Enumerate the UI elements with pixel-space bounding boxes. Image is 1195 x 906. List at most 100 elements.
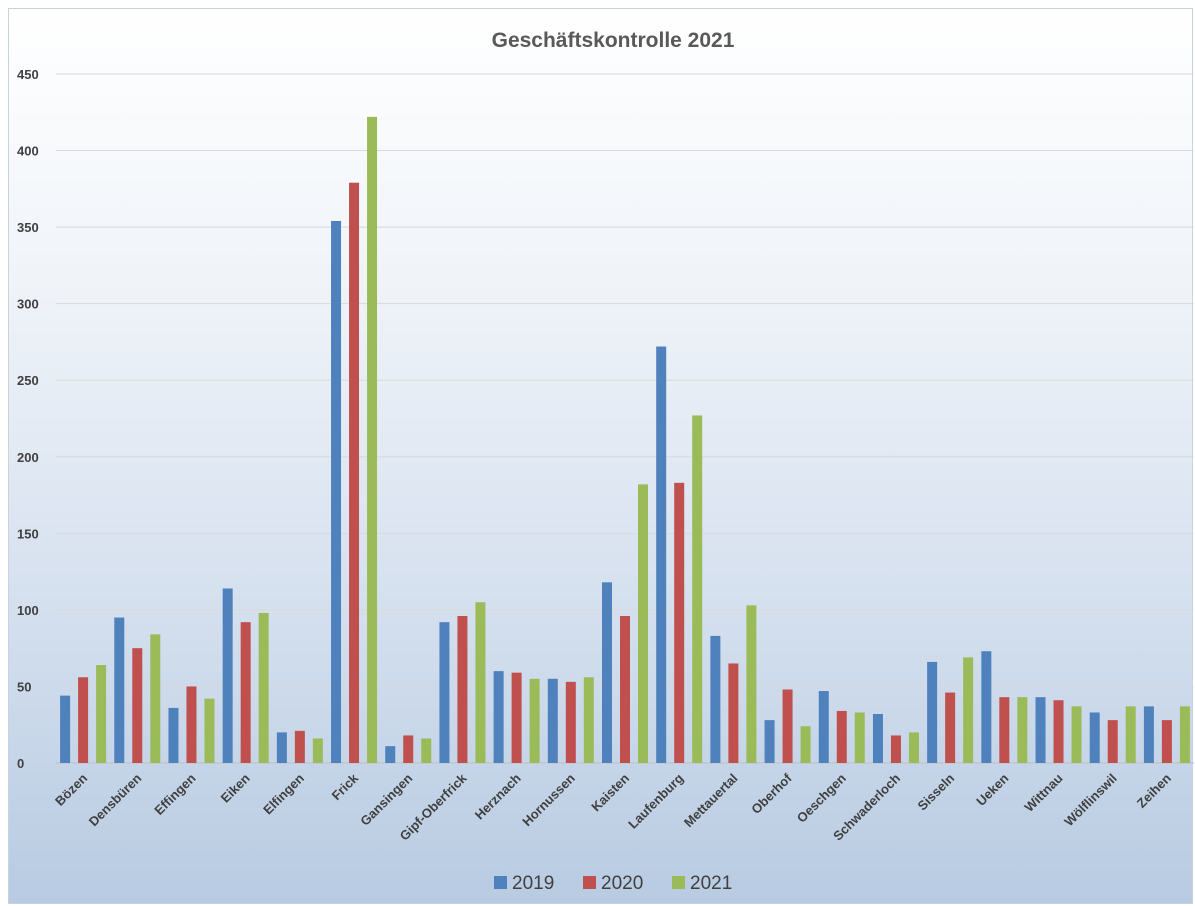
bar-2020-9 bbox=[565, 681, 576, 763]
bar-2020-19 bbox=[1107, 720, 1118, 763]
bar-2019-13 bbox=[764, 720, 775, 763]
bar-2019-15 bbox=[872, 714, 883, 763]
bar-2021-4 bbox=[312, 738, 323, 763]
x-tick-label: Laufenburg bbox=[625, 770, 686, 831]
bar-2021-11 bbox=[692, 415, 703, 763]
legend-label-2021: 2021 bbox=[690, 873, 732, 894]
bars bbox=[60, 116, 1190, 764]
x-tick-label: Ueken bbox=[973, 770, 1011, 808]
bar-2019-6 bbox=[385, 746, 396, 763]
x-tick-label: Elfingen bbox=[260, 770, 307, 817]
x-tick-label: Hornussen bbox=[519, 770, 578, 829]
bar-2020-10 bbox=[620, 616, 630, 763]
bar-2020-17 bbox=[999, 697, 1010, 763]
bar-2020-4 bbox=[294, 730, 305, 763]
y-tick-label: 250 bbox=[17, 373, 39, 388]
y-tick-label: 350 bbox=[17, 220, 39, 235]
x-tick-label: Effingen bbox=[151, 770, 198, 817]
bar-2020-16 bbox=[945, 692, 956, 763]
y-tick-label: 400 bbox=[17, 144, 39, 159]
x-tick-label: Gansingen bbox=[357, 770, 415, 828]
bar-2021-13 bbox=[800, 726, 811, 763]
bar-2019-5 bbox=[331, 220, 342, 763]
bar-2021-2 bbox=[204, 698, 215, 763]
y-tick-label: 450 bbox=[17, 67, 39, 82]
y-tick-label: 50 bbox=[17, 679, 31, 694]
bar-2021-16 bbox=[963, 657, 974, 763]
x-tick-label: Wittnau bbox=[1021, 770, 1065, 814]
x-tick-label: Mettauertal bbox=[681, 771, 741, 831]
x-tick-label: Bözen bbox=[52, 770, 90, 808]
bar-2020-11 bbox=[674, 482, 685, 763]
bar-chart: Geschäftskontrolle 2021 0 50 100 150 200 250 3… bbox=[17, 29, 1194, 894]
bar-2021-12 bbox=[746, 605, 757, 763]
bar-2021-6 bbox=[421, 738, 432, 763]
bar-2019-14 bbox=[818, 691, 829, 763]
bar-2021-17 bbox=[1017, 697, 1028, 763]
x-tick-label: Herznach bbox=[472, 770, 524, 822]
x-tick-label: Wölflinswil bbox=[1061, 771, 1120, 830]
bar-2020-12 bbox=[728, 663, 739, 763]
y-tick-label: 150 bbox=[17, 526, 39, 541]
bar-2021-10 bbox=[638, 484, 648, 763]
bar-2019-16 bbox=[927, 661, 938, 763]
bar-2019-1 bbox=[114, 617, 125, 763]
bar-2019-4 bbox=[276, 732, 287, 763]
legend-swatch-2021 bbox=[672, 876, 685, 889]
legend-label-2019: 2019 bbox=[512, 873, 554, 894]
x-tick-label: Zeihen bbox=[1134, 770, 1174, 810]
bar-2020-0 bbox=[78, 677, 89, 763]
x-tick-label: Densbüren bbox=[86, 770, 145, 829]
x-tick-label: Eiken bbox=[218, 770, 253, 805]
x-tick-label: Oeschgen bbox=[794, 770, 849, 825]
x-tick-label: Frick bbox=[329, 770, 362, 803]
bar-2020-14 bbox=[836, 710, 847, 763]
bar-2021-1 bbox=[150, 634, 161, 763]
bar-2020-6 bbox=[403, 735, 414, 763]
y-tick-label: 0 bbox=[17, 756, 24, 771]
bar-2019-7 bbox=[439, 622, 450, 763]
bar-2020-7 bbox=[457, 616, 468, 763]
legend-swatch-2020 bbox=[583, 876, 596, 889]
bar-2020-2 bbox=[186, 686, 197, 763]
legend: 2019 2020 2021 bbox=[494, 873, 732, 894]
bar-2021-8 bbox=[529, 678, 540, 763]
x-tick-label: Kaisten bbox=[588, 770, 632, 814]
bar-2019-0 bbox=[60, 695, 71, 763]
chart-title: Geschäftskontrolle 2021 bbox=[492, 29, 735, 52]
y-tick-label: 200 bbox=[17, 450, 39, 465]
bar-2019-20 bbox=[1143, 706, 1154, 763]
bar-2020-8 bbox=[511, 672, 522, 763]
bar-2019-8 bbox=[493, 671, 504, 763]
bar-2020-3 bbox=[240, 622, 251, 763]
bar-2019-19 bbox=[1089, 712, 1100, 763]
legend-label-2020: 2020 bbox=[601, 873, 643, 894]
x-tick-label: Sisseln bbox=[914, 770, 957, 813]
x-tick-label: Oberhof bbox=[748, 770, 795, 817]
bar-2019-3 bbox=[222, 588, 233, 763]
bar-2021-15 bbox=[908, 732, 919, 763]
bar-2021-3 bbox=[258, 612, 269, 763]
bar-2021-19 bbox=[1125, 706, 1136, 763]
bar-2021-9 bbox=[583, 677, 594, 763]
bar-2020-5 bbox=[349, 182, 360, 764]
bar-2021-14 bbox=[854, 712, 865, 763]
bar-2020-20 bbox=[1161, 720, 1172, 763]
bar-2021-5 bbox=[367, 116, 378, 764]
bar-2020-18 bbox=[1053, 700, 1064, 763]
bar-2019-17 bbox=[981, 651, 992, 763]
bar-2019-10 bbox=[602, 582, 612, 763]
bar-2021-7 bbox=[475, 602, 486, 763]
bar-2020-15 bbox=[890, 735, 901, 763]
bar-2021-18 bbox=[1071, 706, 1082, 763]
y-tick-label: 100 bbox=[17, 603, 39, 618]
chart-area: Geschäftskontrolle 2021 0 50 100 150 200 250 3… bbox=[8, 8, 1194, 904]
bar-2020-1 bbox=[132, 648, 143, 763]
y-tick-label: 300 bbox=[17, 297, 39, 312]
bar-2019-12 bbox=[710, 635, 721, 763]
bar-2021-20 bbox=[1179, 706, 1190, 763]
bar-2021-0 bbox=[96, 665, 107, 763]
bar-2019-9 bbox=[547, 678, 558, 763]
bar-2019-18 bbox=[1035, 697, 1046, 763]
